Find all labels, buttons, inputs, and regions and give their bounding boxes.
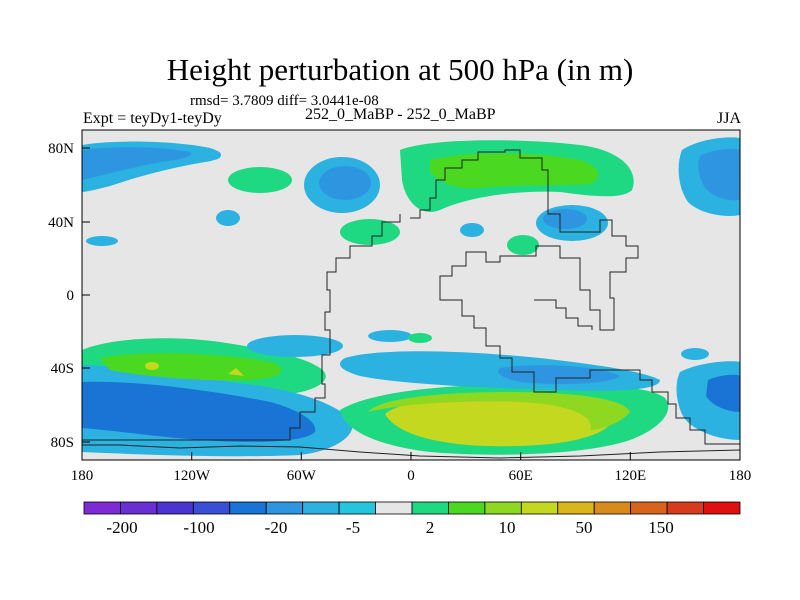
x-axis: 180 120W 60W 0 60E 120E 180	[71, 452, 752, 484]
case-label: 252_0_MaBP - 252_0_MaBP	[305, 106, 496, 123]
contour-field	[82, 130, 740, 460]
colorbar-swatch	[557, 501, 595, 515]
contour-asia-green-1	[340, 219, 400, 245]
contour-asia-green-2	[507, 235, 539, 255]
colorbar-swatch	[630, 501, 668, 515]
contour-northeast-darkblue	[698, 148, 740, 201]
x-tick-label: 180	[71, 468, 94, 484]
season-label: JJA	[716, 110, 741, 127]
colorbar-label: -5	[346, 518, 360, 537]
continent-outline-america	[82, 214, 401, 441]
continent-outline-eurasia	[410, 149, 740, 445]
colorbar-label: -200	[106, 518, 137, 537]
contour-south-band-darkblue	[82, 381, 316, 442]
colorbar-label: 50	[576, 518, 593, 537]
colorbar-label: -100	[183, 518, 214, 537]
colorbar-swatch	[666, 501, 704, 515]
x-tick-label: 0	[407, 468, 415, 484]
contour-south-atlantic-yellow	[385, 396, 612, 447]
colorbar-swatch	[703, 501, 741, 515]
colorbar-swatch	[156, 501, 194, 515]
contour-south-patch-green	[408, 333, 432, 343]
contour-east-south-darkblue	[706, 374, 740, 412]
continent-outline-antarctica	[82, 444, 740, 459]
x-tick-label: 60E	[509, 468, 533, 484]
stats-label: rmsd= 3.7809 diff= 3.0441e-08	[190, 93, 379, 109]
y-tick-label: 80S	[51, 435, 74, 451]
colorbar-swatch	[520, 501, 559, 515]
contour-spot-yellow-2	[228, 368, 244, 376]
contour-arctic-lime	[430, 153, 599, 189]
chart-title: Height perturbation at 500 hPa (in m)	[166, 52, 634, 87]
colorbar-label: -20	[265, 518, 288, 537]
contour-asia-blue-small	[460, 223, 484, 237]
colorbar-swatch	[120, 501, 158, 515]
colorbar-swatch	[375, 501, 413, 515]
colorbar-swatch	[302, 501, 340, 515]
colorbar-label: 10	[499, 518, 516, 537]
colorbar-swatch	[229, 501, 267, 515]
contour-small-blue-se	[681, 348, 709, 360]
contour-south-pacific-blue	[247, 335, 343, 357]
colorbar-swatch	[593, 501, 632, 515]
contour-asia-darkblue	[543, 209, 587, 229]
colorbar-swatch	[338, 501, 376, 515]
contour-north-pacific-darkblue	[82, 147, 191, 180]
contour-north-small-blue	[205, 150, 221, 160]
contour-small-blue-west	[86, 236, 118, 246]
colorbar-label: 2	[426, 518, 435, 537]
continent-outline-island	[534, 299, 593, 330]
contour-north-atlantic-darkblue	[319, 166, 371, 200]
colorbar	[83, 501, 741, 515]
x-tick-label: 180	[729, 468, 752, 484]
y-tick-label: 40S	[51, 361, 74, 377]
colorbar-swatch	[484, 501, 522, 515]
colorbar-swatch	[411, 501, 449, 515]
x-tick-label: 120E	[614, 468, 646, 484]
colorbar-swatch	[265, 501, 304, 515]
contour-spot-yellow-1	[145, 362, 159, 370]
contour-south-patch-blue	[368, 330, 412, 342]
y-axis: 80N 40N 0 40S 80S	[48, 141, 90, 451]
x-tick-label: 60W	[287, 468, 317, 484]
colorbar-swatch	[192, 501, 231, 515]
colorbar-labels: -200 -100 -20 -5 2 10 50 150	[106, 518, 673, 537]
experiment-label: Expt = teyDy1-teyDy	[83, 110, 222, 127]
colorbar-label: 150	[648, 518, 674, 537]
y-tick-label: 80N	[48, 141, 74, 157]
colorbar-swatch	[83, 501, 121, 515]
y-tick-label: 0	[67, 288, 75, 304]
y-tick-label: 40N	[48, 215, 74, 231]
colorbar-swatch	[448, 501, 486, 515]
x-tick-label: 120W	[173, 468, 211, 484]
contour-mid-blue-patch	[216, 210, 240, 226]
contour-north-green-patch	[228, 167, 292, 193]
contour-south-atlantic-lime	[368, 392, 630, 430]
